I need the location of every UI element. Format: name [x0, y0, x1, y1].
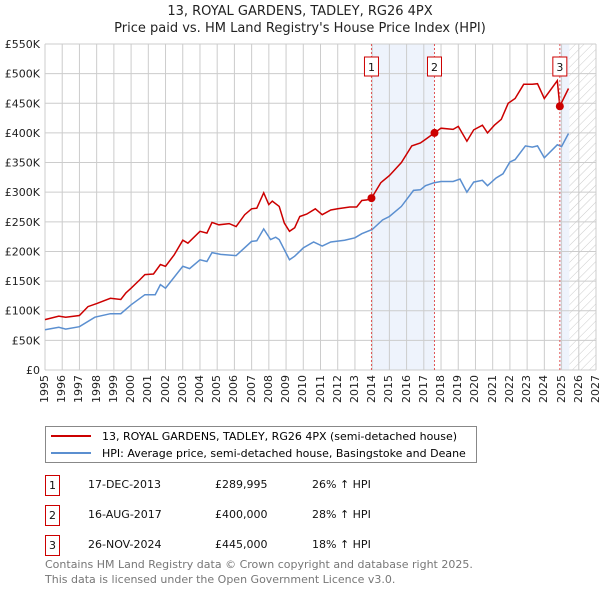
footer-copyright: Contains HM Land Registry data © Crown c… — [45, 558, 473, 571]
x-tick-label: 2010 — [296, 375, 310, 403]
x-tick-label: 2006 — [227, 375, 241, 403]
forecast-hatch — [569, 44, 596, 370]
sale-number-badge: 2 — [45, 505, 60, 526]
sale-point — [430, 128, 439, 137]
y-tick-label: £150K — [5, 275, 41, 288]
x-tick-label: 2020 — [468, 375, 482, 403]
legend-item-property: 13, ROYAL GARDENS, TADLEY, RG26 4PX (sem… — [46, 428, 457, 444]
x-tick-label: 2003 — [175, 375, 189, 403]
y-tick-label: £250K — [5, 216, 41, 229]
x-tick-label: 2026 — [571, 375, 585, 403]
y-tick-label: £100K — [5, 305, 41, 318]
sale-label-box — [552, 56, 568, 77]
x-tick-label: 1997 — [72, 375, 86, 403]
chart-title: 13, ROYAL GARDENS, TADLEY, RG26 4PX — [167, 4, 433, 19]
x-tick-label: 2011 — [313, 375, 327, 403]
x-tick-label: 1996 — [55, 375, 69, 403]
chart-subtitle: Price paid vs. HM Land Registry's House … — [114, 21, 486, 36]
x-tick-label: 2012 — [330, 375, 344, 403]
sale-date: 17-DEC-2013 — [88, 478, 162, 491]
x-tick-label: 2008 — [261, 375, 275, 403]
x-tick-label: 2023 — [520, 375, 534, 403]
x-tick-label: 2007 — [244, 375, 258, 403]
sale-date: 26-NOV-2024 — [88, 538, 162, 551]
y-tick-label: £350K — [5, 157, 41, 170]
x-tick-label: 2016 — [399, 375, 413, 403]
x-tick-label: 2000 — [124, 375, 138, 403]
sale-hpi-diff: 28% ↑ HPI — [312, 508, 371, 521]
sale-point — [555, 102, 564, 111]
x-tick-label: 2004 — [192, 375, 206, 403]
sale-label: 2 — [431, 61, 438, 74]
x-tick-label: 2022 — [502, 375, 516, 403]
x-tick-label: 2009 — [279, 375, 293, 403]
x-tick-label: 2018 — [434, 375, 448, 403]
x-tick-label: 2027 — [589, 375, 600, 403]
y-tick-label: £400K — [5, 127, 41, 140]
footer-licence: This data is licensed under the Open Gov… — [45, 573, 396, 586]
legend-item-hpi: HPI: Average price, semi-detached house,… — [46, 445, 466, 461]
sale-hpi-diff: 18% ↑ HPI — [312, 538, 371, 551]
legend-swatch-red — [51, 435, 91, 437]
shaded-period — [559, 44, 570, 370]
x-tick-label: 2002 — [158, 375, 172, 403]
x-tick-label: 2021 — [485, 375, 499, 403]
x-tick-label: 2019 — [451, 375, 465, 403]
legend-label: 13, ROYAL GARDENS, TADLEY, RG26 4PX (sem… — [102, 429, 458, 443]
x-tick-label: 2017 — [416, 375, 430, 403]
legend: 13, ROYAL GARDENS, TADLEY, RG26 4PX (sem… — [45, 426, 477, 463]
x-tick-label: 2005 — [210, 375, 224, 403]
sale-label-box — [363, 56, 379, 77]
sale-price: £445,000 — [215, 538, 268, 551]
sale-label: 1 — [368, 61, 375, 74]
legend-swatch-blue — [51, 452, 91, 454]
y-tick-label: £550K — [5, 38, 41, 51]
price-chart: 1 2 3 £0 £50K £100K £150K £200K £250K £300K £350K £… — [5, 38, 597, 377]
x-tick-label: 2013 — [347, 375, 361, 403]
y-tick-label: £200K — [5, 245, 41, 258]
x-tick-label: 2015 — [382, 375, 396, 403]
sale-number-badge: 3 — [45, 535, 60, 556]
sale-label-box — [426, 56, 442, 77]
y-tick-label: £0 — [26, 364, 40, 377]
y-tick-label: £500K — [5, 68, 41, 81]
x-tick-label: 2014 — [365, 375, 379, 403]
x-tick-label: 2024 — [537, 375, 551, 403]
sale-price: £400,000 — [215, 508, 268, 521]
sale-hpi-diff: 26% ↑ HPI — [312, 478, 371, 491]
y-tick-label: £50K — [12, 334, 41, 347]
x-tick-label: 1999 — [106, 375, 120, 403]
sale-point — [367, 194, 376, 203]
x-tick-label: 2001 — [141, 375, 155, 403]
sale-date: 16-AUG-2017 — [88, 508, 162, 521]
x-tick-label: 2025 — [554, 375, 568, 403]
sale-label: 3 — [556, 61, 563, 74]
x-tick-label: 1998 — [89, 375, 103, 403]
x-tick-label: 1995 — [38, 375, 51, 403]
shaded-period — [371, 44, 435, 370]
property-price-line — [44, 78, 570, 321]
y-tick-label: £450K — [5, 97, 41, 110]
sale-number-badge: 1 — [45, 475, 60, 496]
legend-label: HPI: Average price, semi-detached house,… — [102, 446, 466, 460]
y-tick-label: £300K — [5, 186, 41, 199]
sale-price: £289,995 — [215, 478, 268, 491]
hpi-line — [44, 133, 570, 331]
